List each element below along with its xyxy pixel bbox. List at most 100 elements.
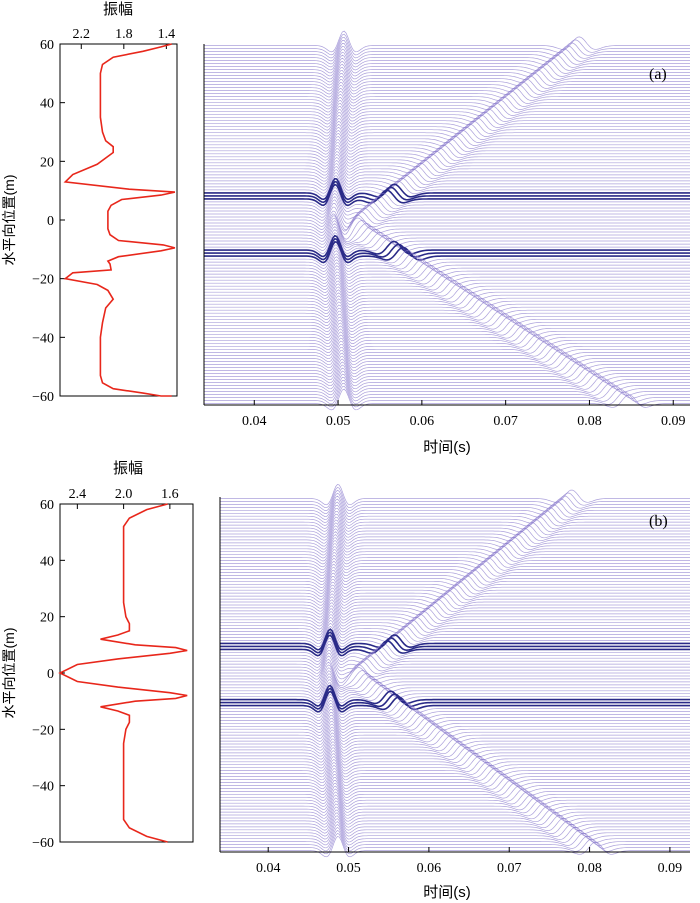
position-tick-label: −60 [32, 836, 54, 851]
time-tick-label: 0.07 [493, 414, 518, 429]
trace-line [220, 826, 690, 849]
trace-line [204, 274, 690, 296]
position-tick-label: −20 [32, 273, 54, 288]
trace-line [220, 706, 690, 728]
trace-line [220, 652, 690, 676]
trace-line [204, 253, 690, 275]
trace-line [204, 331, 690, 354]
trace-line [220, 525, 690, 547]
trace-line [204, 73, 690, 95]
trace-line [204, 70, 690, 92]
trace-line [204, 271, 690, 293]
panel-label-b: (b) [649, 513, 668, 530]
position-tick-label: 60 [40, 38, 54, 53]
trace-line [204, 388, 690, 411]
trace-line [220, 546, 690, 568]
trace-line [204, 48, 690, 71]
trace-line [204, 223, 690, 246]
trace-line [220, 587, 690, 609]
trace-line [204, 202, 690, 228]
trace-line [204, 316, 690, 339]
trace-line [204, 289, 690, 311]
position-tick-label: 40 [40, 97, 54, 112]
trace-line [220, 614, 690, 636]
amplitude-y-ticks-b: 60 40 20 0 −20 −40 −60 [32, 498, 65, 851]
trace-line [204, 153, 690, 176]
trace-line [204, 93, 690, 116]
trace-line [220, 729, 690, 751]
trace-line [220, 554, 690, 577]
trace-line [204, 313, 690, 336]
trace-line [220, 809, 690, 831]
trace-line [220, 522, 690, 544]
amplitude-tick-label: 2.4 [69, 487, 87, 502]
trace-line [204, 358, 690, 381]
trace-line [220, 818, 690, 840]
trace-line [220, 758, 690, 781]
seismogram-b: 0.04 0.05 0.06 0.07 0.08 0.09 时间(s) (b) [219, 483, 690, 901]
trace-line [220, 513, 690, 535]
trace-line [204, 145, 690, 167]
trace-line [220, 516, 690, 538]
trace-line [220, 646, 690, 669]
trace-line [204, 190, 690, 213]
time-tick-label: 0.04 [242, 414, 267, 429]
time-ticks-b: 0.04 0.05 0.06 0.07 0.08 0.09 [256, 847, 682, 876]
trace-line [204, 126, 690, 149]
traces-b [220, 483, 690, 858]
trace-line [204, 196, 690, 220]
trace-line [220, 794, 690, 816]
trace-line [204, 322, 690, 345]
trace-line [220, 788, 690, 810]
trace-line [204, 87, 690, 110]
trace-line [204, 361, 690, 384]
trace-line [220, 637, 690, 659]
trace-line [220, 676, 690, 698]
amplitude-tick-label: 2.0 [115, 487, 133, 502]
trace-line [220, 696, 690, 719]
trace-line [204, 340, 690, 363]
trace-line [204, 112, 690, 134]
trace-line [220, 501, 690, 523]
trace-line [220, 510, 690, 532]
trace-line [204, 43, 690, 65]
position-tick-label: −20 [32, 723, 54, 738]
trace-line [220, 791, 690, 813]
trace-line [204, 268, 690, 290]
trace-line [204, 215, 690, 240]
trace-line [220, 602, 690, 624]
trace-line [204, 220, 690, 244]
amplitude-tick-label: 1.8 [115, 27, 133, 42]
trace-line [220, 753, 690, 775]
trace-line [220, 540, 690, 562]
trace-line [220, 732, 690, 754]
time-tick-label: 0.08 [577, 861, 602, 876]
position-axis-title-b: 水平向位置(m) [1, 628, 17, 719]
traces-a [204, 30, 690, 411]
trace-line [204, 81, 690, 104]
trace-line [204, 247, 690, 269]
trace-line [220, 741, 690, 763]
trace-line [204, 183, 690, 207]
trace-line [220, 782, 690, 804]
trace-line [220, 821, 690, 843]
position-tick-label: 60 [40, 498, 54, 513]
amplitude-profile-b: 振幅 2.4 2.0 1.6 60 40 20 0 −20 −40 −60 水平向位置(m) [1, 460, 194, 851]
trace-line [220, 531, 690, 553]
position-tick-label: −40 [32, 780, 54, 795]
trace-line [220, 519, 690, 541]
trace-line [204, 277, 690, 299]
trace-line [220, 489, 690, 512]
trace-line [204, 193, 690, 216]
trace-line [220, 761, 690, 784]
trace-line [220, 673, 690, 695]
trace-line [204, 172, 690, 194]
trace-line [220, 735, 690, 757]
trace-line [220, 800, 690, 822]
trace-line [220, 764, 690, 787]
trace-line [204, 385, 690, 408]
trace-line [220, 682, 690, 704]
trace-line [204, 286, 690, 308]
trace-line [204, 66, 690, 89]
trace-line [204, 373, 690, 396]
